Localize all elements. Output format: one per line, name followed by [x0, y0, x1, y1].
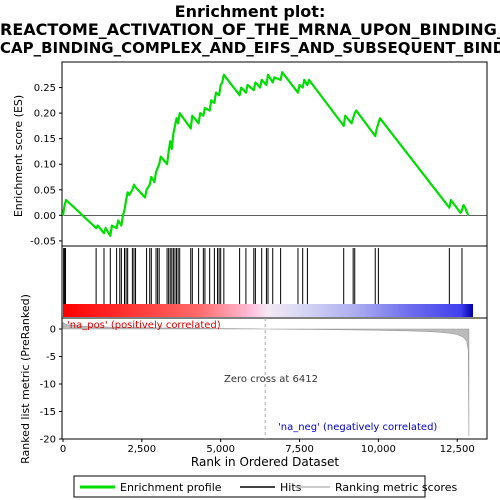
es-y-tick-label: 0.00: [34, 211, 56, 222]
x-tick-label: 2,500: [128, 444, 157, 455]
x-axis-label: Rank in Ordered Dataset: [191, 455, 339, 469]
x-tick-label: 7,500: [285, 444, 314, 455]
metric-y-tick-label: -10: [40, 380, 56, 391]
neg-correlated-label: 'na_neg' (negatively correlated): [278, 422, 437, 433]
es-y-tick-label: 0.15: [34, 134, 56, 145]
metric-y-tick-label: -20: [40, 435, 56, 446]
metric-area: [62, 321, 470, 437]
metric-panel-frame: [61, 317, 488, 440]
hits-group: [63, 248, 463, 304]
x-tick-label: 0: [60, 444, 66, 455]
es-y-tick-label: 0.20: [34, 109, 56, 120]
x-tick-label: 5,000: [206, 444, 235, 455]
es-y-tick-label: 0.10: [34, 160, 56, 171]
enrichment-line: [61, 71, 470, 237]
es-y-tick-label: -0.05: [30, 236, 56, 247]
legend-enrichment-label: Enrichment profile: [120, 481, 222, 494]
es-y-axis: -0.05 0.00 0.05 0.10 0.15 0.20 0.25: [30, 83, 62, 247]
x-tick-label: 12,500: [440, 444, 475, 455]
es-y-tick-label: 0.25: [34, 83, 56, 94]
metric-y-tick-label: 0: [50, 325, 56, 336]
pos-correlated-label: 'na_pos' (positively correlated): [67, 320, 221, 331]
metric-y-axis: 0 -5 -10 -15 -20: [40, 325, 62, 446]
chart-title-line-3: CAP_BINDING_COMPLEX_AND_EIFS_AND_SUBSEQU…: [0, 39, 500, 57]
metric-y-axis-label: Ranked list metric (PreRanked): [19, 294, 32, 464]
es-group: [61, 71, 470, 237]
x-tick-label: 10,000: [361, 444, 396, 455]
metric-y-tick-label: -5: [46, 352, 56, 363]
es-y-tick-label: 0.05: [34, 185, 56, 196]
es-y-axis-label: Enrichment score (ES): [12, 95, 25, 217]
legend-hits-label: Hits: [280, 481, 302, 494]
legend-metric-label: Ranking metric scores: [335, 481, 457, 494]
x-axis: 0 2,500 5,000 7,500 10,000 12,500: [60, 439, 475, 455]
metric-group: [62, 321, 470, 437]
chart-title-line-1: Enrichment plot:: [174, 2, 326, 21]
enrichment-panel-frame: [61, 61, 488, 247]
rank-color-bar: [63, 304, 473, 317]
metric-y-tick-label: -15: [40, 407, 56, 418]
zero-cross-label: Zero cross at 6412: [224, 374, 318, 385]
chart-title-line-2: REACTOME_ACTIVATION_OF_THE_MRNA_UPON_BIN…: [0, 20, 500, 39]
